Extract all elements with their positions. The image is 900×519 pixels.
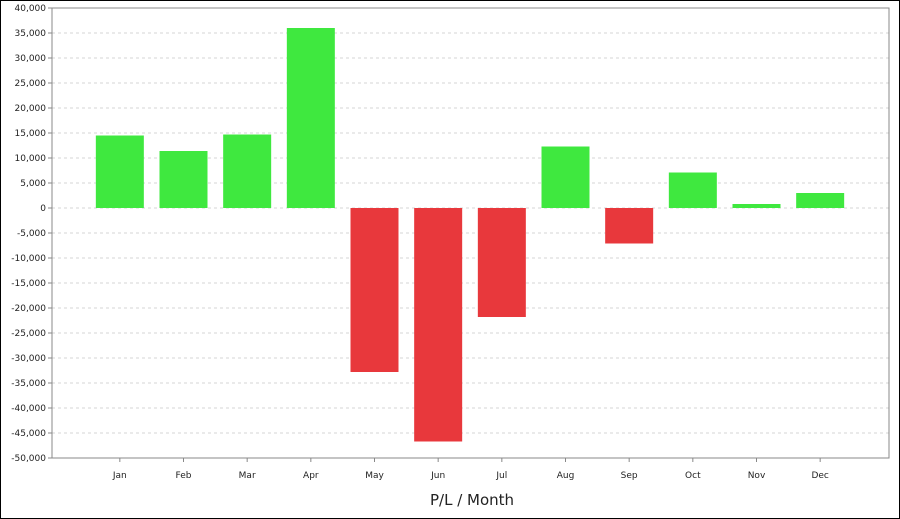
plot-border [51,7,890,459]
y-tick-label: 0 [40,204,46,214]
y-tick-label: -15,000 [11,279,46,289]
x-axis-label: P/L / Month [430,491,514,509]
x-tick-label: Sep [621,471,638,481]
plot-area: 40,000 35,000 30,000 25,000 20,000 15,000 10,0… [11,4,890,481]
x-tick-label: Dec [811,471,828,481]
y-tick-label: -40,000 [11,404,46,414]
y-tick-label: 25,000 [15,79,47,89]
y-tick-label: 40,000 [15,4,47,14]
y-tick-label: 10,000 [15,154,47,164]
bar-apr [286,28,335,208]
bar-jul [477,208,526,317]
bar-dec [796,193,845,208]
x-tick-label: Feb [176,471,192,481]
y-tick-label: -25,000 [11,329,46,339]
y-tick-label: 15,000 [15,129,47,139]
y-tick-label: 5,000 [20,179,46,189]
y-tick-label: -50,000 [11,454,46,464]
y-tick-label: -10,000 [11,254,46,264]
x-tick-label: Mar [239,471,256,481]
bar-mar [223,134,272,208]
plot-background [52,8,889,458]
y-tick-label: 30,000 [15,54,47,64]
bar-oct [668,172,717,208]
bar-jun [414,208,463,442]
y-tick-label: -5,000 [17,229,46,239]
x-tick-label: Apr [303,471,319,481]
y-tick-label: -30,000 [11,354,46,364]
x-tick-label: Nov [748,471,766,481]
x-tick-label: Oct [685,471,701,481]
y-tick-label: -35,000 [11,379,46,389]
x-tick-label: May [365,471,384,481]
bar-may [350,208,399,372]
x-tick-label: Jun [430,471,445,481]
bar-feb [159,151,208,208]
y-tick-label: 35,000 [15,29,47,39]
bar-sep [605,208,654,244]
bar-jan [95,135,144,208]
bar-nov [732,204,781,208]
y-tick-label: 20,000 [15,104,47,114]
y-tick-label: -20,000 [11,304,46,314]
x-tick-label: Jan [112,471,127,481]
y-tick-label: -45,000 [11,429,46,439]
x-tick-label: Aug [557,471,575,481]
x-tick-label: Jul [495,471,507,481]
bar-aug [541,146,590,208]
